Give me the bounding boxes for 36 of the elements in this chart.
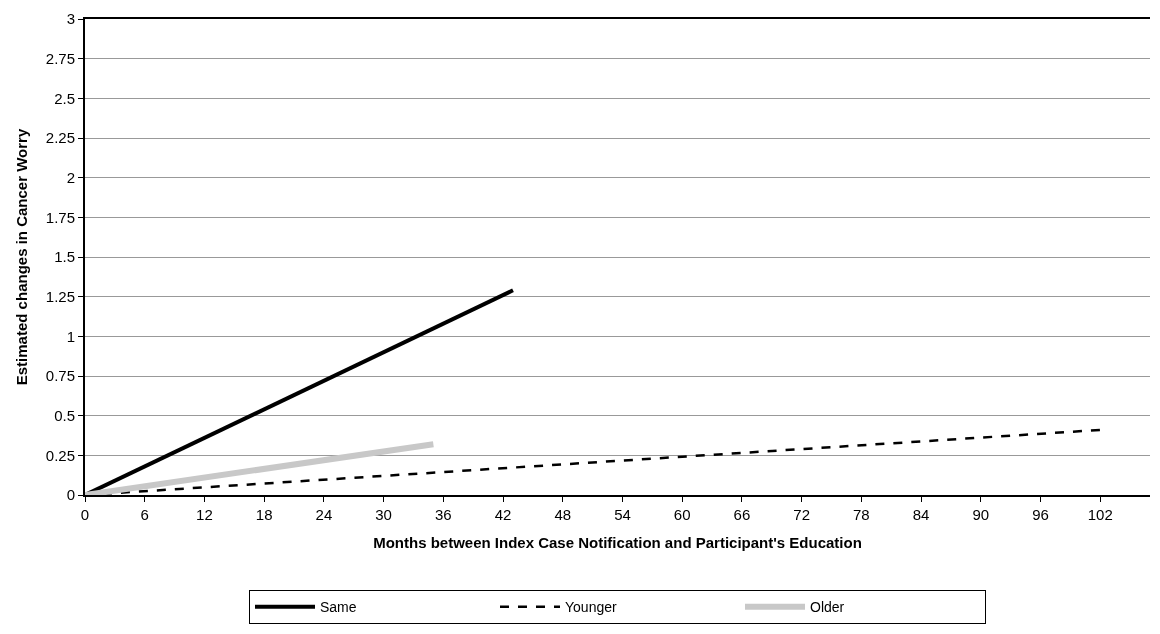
x-tick-label: 102 <box>1087 506 1113 523</box>
x-tick-label: 24 <box>315 506 333 523</box>
y-tick-label: 0.5 <box>54 406 75 424</box>
y-tick-label: 2.25 <box>45 129 75 147</box>
y-tick-label: 2.5 <box>54 89 75 107</box>
y-tick-label: 2.75 <box>45 49 75 67</box>
x-tick-label: 96 <box>1032 506 1049 523</box>
x-tick-label: 42 <box>494 506 512 523</box>
y-tick-label: 0.75 <box>45 367 75 385</box>
x-tick-label: 84 <box>912 506 930 523</box>
x-tick-label: 54 <box>614 506 631 523</box>
x-tick-label: 6 <box>140 506 149 523</box>
x-tick-label: 36 <box>434 506 452 523</box>
y-tick-label: 3 <box>66 10 75 28</box>
legend-label: Younger <box>565 599 617 616</box>
x-tick-label: 66 <box>733 506 751 523</box>
x-tick-label: 18 <box>255 506 273 523</box>
x-tick-label: 12 <box>196 506 213 523</box>
y-tick-label: 1.5 <box>54 248 75 266</box>
y-tick-label: 0.25 <box>45 446 75 464</box>
x-tick-label: 60 <box>673 506 691 523</box>
x-tick-label: 30 <box>375 506 392 523</box>
y-tick-label: 1 <box>66 327 75 345</box>
x-tick-label: 78 <box>853 506 870 523</box>
x-tick-label: 48 <box>554 506 572 523</box>
y-axis-title: Estimated changes in Cancer Worry <box>12 128 30 386</box>
x-tick-label: 0 <box>80 506 90 523</box>
legend-label: Older <box>810 599 845 616</box>
y-tick-label: 1.75 <box>45 208 75 226</box>
x-tick-label: 90 <box>972 506 990 523</box>
y-tick-label: 0 <box>66 486 75 504</box>
y-tick-label: 2 <box>66 168 75 186</box>
x-tick-label: 72 <box>793 506 810 523</box>
x-axis-title: Months between Index Case Notification and Participant's Education <box>373 533 862 551</box>
legend-label: Same <box>320 599 357 616</box>
y-tick-label: 1.25 <box>45 287 75 305</box>
